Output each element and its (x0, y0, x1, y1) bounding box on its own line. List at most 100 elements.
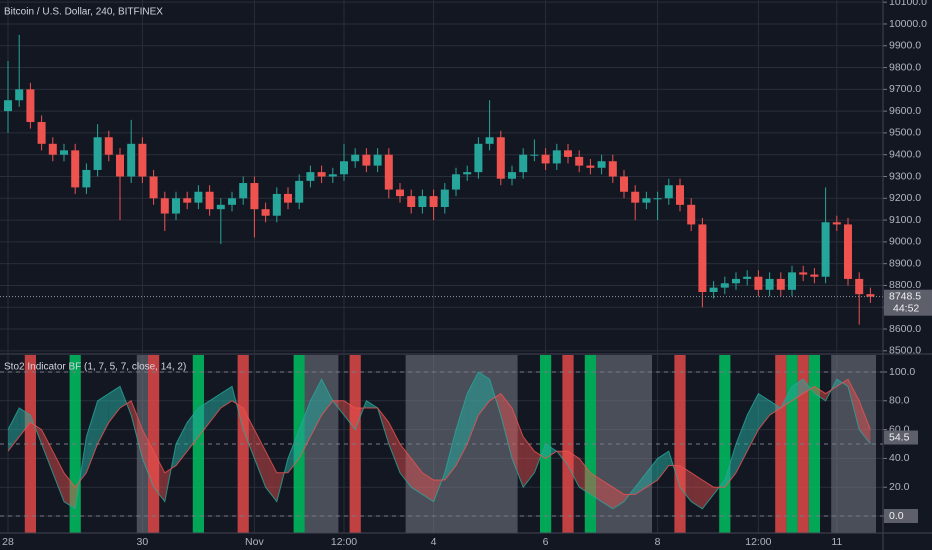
candle-body (340, 161, 348, 175)
fill-between (64, 472, 76, 509)
y-tick-label: 8800.0 (889, 279, 921, 291)
candle-body (687, 204, 696, 225)
y-tick-label: 8900.0 (889, 257, 921, 269)
candle-body (474, 143, 483, 173)
candle-body (855, 278, 864, 295)
pane-title: Sto2 Indicator BF (1, 7, 5, 7, close, 14… (4, 362, 186, 373)
y-tick-label: 8500.0 (889, 345, 921, 357)
candle-body (306, 172, 315, 181)
candle-body (788, 272, 796, 290)
fill-between (153, 451, 165, 502)
fill-between (579, 458, 591, 495)
candle-body (172, 198, 180, 214)
candle-body (60, 150, 68, 155)
y-tick-label: 10100.0 (889, 0, 927, 8)
candle-body (519, 154, 528, 173)
fill-between (299, 400, 311, 459)
candle-body (127, 143, 136, 177)
candle-body (149, 176, 158, 199)
x-tick-label: 8 (655, 536, 661, 548)
candle-body (440, 189, 449, 208)
fill-between (187, 407, 199, 452)
candle-body (832, 222, 841, 225)
fill-between (400, 444, 412, 488)
candle-body (250, 183, 259, 210)
candle-body (720, 283, 729, 288)
fill-between (41, 429, 53, 473)
candle-body (844, 224, 852, 279)
y-tick-label: 10000.0 (889, 18, 927, 30)
fill-between (601, 480, 613, 509)
candle-body (396, 189, 404, 197)
candle-body (328, 174, 337, 177)
candle-body (754, 276, 763, 290)
y-tick-label: 20.0 (889, 481, 910, 493)
fill-between (612, 487, 624, 509)
candle-body (239, 183, 248, 199)
candle-body (104, 137, 113, 155)
candle-body (37, 122, 46, 144)
y-tick-label: 9100.0 (889, 214, 921, 226)
fill-between (736, 415, 748, 473)
candle-body (362, 154, 371, 166)
fill-between (635, 472, 647, 495)
fill-between (52, 451, 64, 502)
fill-between (512, 407, 524, 488)
last-price-box (884, 289, 932, 316)
fill-between (842, 379, 848, 387)
fill-between (388, 422, 400, 473)
candle-body (765, 278, 774, 290)
candle-body (452, 174, 460, 190)
fill-between (680, 465, 692, 502)
y-tick-label: 8600.0 (889, 323, 921, 335)
candle-body (317, 172, 326, 177)
fill-between (86, 400, 98, 473)
candle-body (530, 154, 539, 156)
candle-body (15, 89, 24, 101)
fill-between (344, 400, 356, 430)
candle-body (261, 209, 270, 216)
countdown-label: 44:52 (893, 302, 919, 314)
candle-body (552, 150, 561, 164)
fill-between (758, 393, 770, 430)
candle-body (541, 154, 550, 164)
y-tick-label: 9300.0 (889, 170, 921, 182)
fill-between (456, 393, 468, 466)
y-tick-label: 9500.0 (889, 127, 921, 139)
x-tick-label: 12:00 (331, 536, 357, 548)
candle-body (586, 165, 595, 168)
y-tick-label: 9600.0 (889, 105, 921, 117)
y-tick-label: 9400.0 (889, 148, 921, 160)
signal-band (775, 355, 787, 533)
candle-body (743, 276, 752, 279)
value-box (884, 509, 918, 524)
candle-body (508, 172, 516, 179)
candle-body (664, 185, 673, 199)
fill-between (769, 400, 781, 416)
candle-body (631, 191, 640, 203)
candle-body (732, 278, 740, 284)
y-tick-label: 9200.0 (889, 192, 921, 204)
y-tick-label: 40.0 (889, 452, 910, 464)
fill-between (590, 472, 602, 502)
candle-body (485, 137, 494, 144)
fill-between (747, 393, 759, 452)
candle-body (429, 196, 438, 208)
fill-between (209, 393, 221, 423)
candle-body (194, 191, 203, 203)
candle-body (351, 154, 360, 162)
fill-between (646, 458, 658, 488)
candle-body (138, 143, 147, 177)
x-tick-label: 30 (137, 536, 149, 548)
fill-between (702, 480, 714, 509)
candle-body (810, 274, 819, 277)
candle-body (407, 196, 416, 208)
y-tick-label: 100.0 (889, 366, 915, 378)
signal-band (584, 355, 596, 533)
candle-body (597, 161, 606, 168)
x-tick-label: 28 (2, 536, 14, 548)
signal-band (808, 355, 820, 533)
candle-body (373, 154, 382, 166)
x-tick-label: 11 (831, 536, 842, 548)
candle-body (228, 198, 236, 205)
